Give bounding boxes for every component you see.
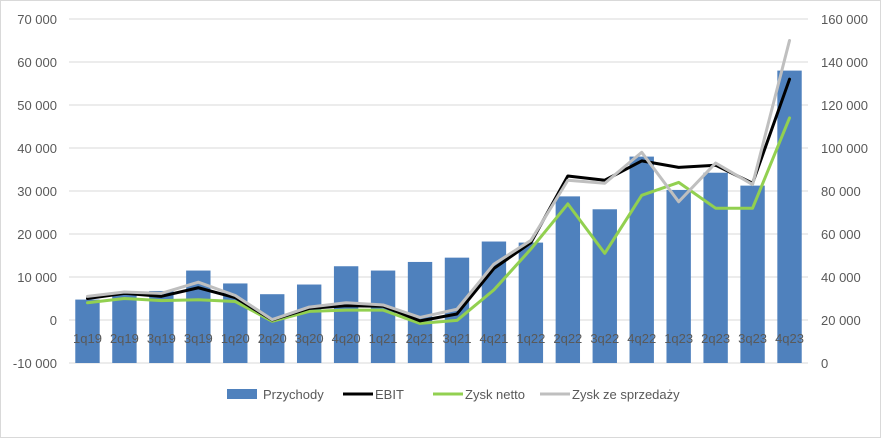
- legend-item: EBIT: [343, 387, 404, 402]
- bar-przychody: [260, 294, 285, 363]
- line-zysk-netto: [85, 116, 792, 325]
- category-tick-label: 3q23: [738, 331, 767, 346]
- left-axis-tick-label: 40 000: [17, 141, 57, 156]
- category-tick-label: 4q21: [479, 331, 508, 346]
- bar-przychody: [518, 242, 544, 363]
- legend-label: Przychody: [263, 387, 324, 402]
- left-axis-tick-label: -10 000: [13, 356, 57, 371]
- left-axis-tick-label: 70 000: [17, 12, 57, 27]
- category-tick-label: 3q19: [147, 331, 176, 346]
- category-axis: 1q19 2q19 3q19 3q19 1q20 2q20 3q20 4q20 1q21 2q21…: [73, 331, 804, 346]
- category-tick-label: 4q23: [775, 331, 804, 346]
- category-tick-label: 2q19: [110, 331, 139, 346]
- bar-przychody: [777, 70, 802, 363]
- bar-przychody: [75, 299, 100, 363]
- right-axis-tick-label: 20 000: [821, 313, 861, 328]
- category-tick-label: 4q20: [332, 331, 361, 346]
- left-axis-tick-label: 50 000: [17, 98, 57, 113]
- right-axis-tick-label: 40 000: [821, 270, 861, 285]
- legend-swatch: [227, 389, 257, 399]
- category-tick-label: 3q22: [590, 331, 619, 346]
- legend-label: Zysk netto: [465, 387, 525, 402]
- right-axis-tick-label: 140 000: [821, 55, 868, 70]
- legend: Przychody EBIT Zysk netto Zysk ze sprzedaży: [227, 387, 680, 402]
- category-tick-label: 1q22: [516, 331, 545, 346]
- left-axis-tick-label: 30 000: [17, 184, 57, 199]
- left-axis-tick-label: 10 000: [17, 270, 57, 285]
- category-tick-label: 1q19: [73, 331, 102, 346]
- legend-label: EBIT: [375, 387, 404, 402]
- category-tick-label: 3q19: [184, 331, 213, 346]
- bar-przychody: [703, 172, 728, 363]
- category-tick-label: 2q21: [406, 331, 435, 346]
- bar-przychody: [555, 196, 581, 363]
- right-axis-tick-label: 80 000: [821, 184, 861, 199]
- line-zysk-ze-sprzedazy: [85, 39, 792, 322]
- bar-przychody: [296, 284, 322, 363]
- bar-series-przychody: [75, 70, 802, 363]
- bar-przychody: [112, 294, 137, 363]
- legend-item: Zysk ze sprzedaży: [540, 387, 680, 402]
- left-axis-tick-label: 60 000: [17, 55, 57, 70]
- category-tick-label: 4q22: [627, 331, 656, 346]
- right-axis-tick-label: 160 000: [821, 12, 868, 27]
- right-axis: 0 20 000 40 000 60 000 80 000 100 000 120 000 1…: [821, 12, 868, 371]
- category-tick-label: 2q23: [701, 331, 730, 346]
- category-tick-label: 1q23: [664, 331, 693, 346]
- left-axis: -10 000 0 10 000 20 000 30 000 40 000 50 000 60…: [13, 12, 57, 371]
- bar-przychody: [592, 209, 617, 363]
- line-ebit: [85, 77, 792, 323]
- legend-label: Zysk ze sprzedaży: [572, 387, 680, 402]
- category-tick-label: 2q22: [553, 331, 582, 346]
- bar-przychody: [740, 185, 765, 363]
- category-tick-label: 1q20: [221, 331, 250, 346]
- category-tick-label: 3q21: [443, 331, 472, 346]
- legend-item: Zysk netto: [433, 387, 525, 402]
- right-axis-tick-label: 60 000: [821, 227, 861, 242]
- bar-przychody: [333, 266, 359, 363]
- right-axis-tick-label: 0: [821, 356, 828, 371]
- bar-przychody: [149, 290, 174, 363]
- line-series: [85, 39, 792, 325]
- right-axis-tick-label: 120 000: [821, 98, 868, 113]
- gridlines: [69, 18, 808, 364]
- left-axis-tick-label: 20 000: [17, 227, 57, 242]
- bar-przychody: [666, 189, 691, 363]
- category-tick-label: 2q20: [258, 331, 287, 346]
- legend-item: Przychody: [227, 387, 324, 402]
- right-axis-tick-label: 100 000: [821, 141, 868, 156]
- bar-przychody: [370, 270, 396, 363]
- bar-przychody: [407, 261, 433, 363]
- category-tick-label: 1q21: [369, 331, 398, 346]
- left-axis-tick-label: 0: [50, 313, 57, 328]
- category-tick-label: 3q20: [295, 331, 324, 346]
